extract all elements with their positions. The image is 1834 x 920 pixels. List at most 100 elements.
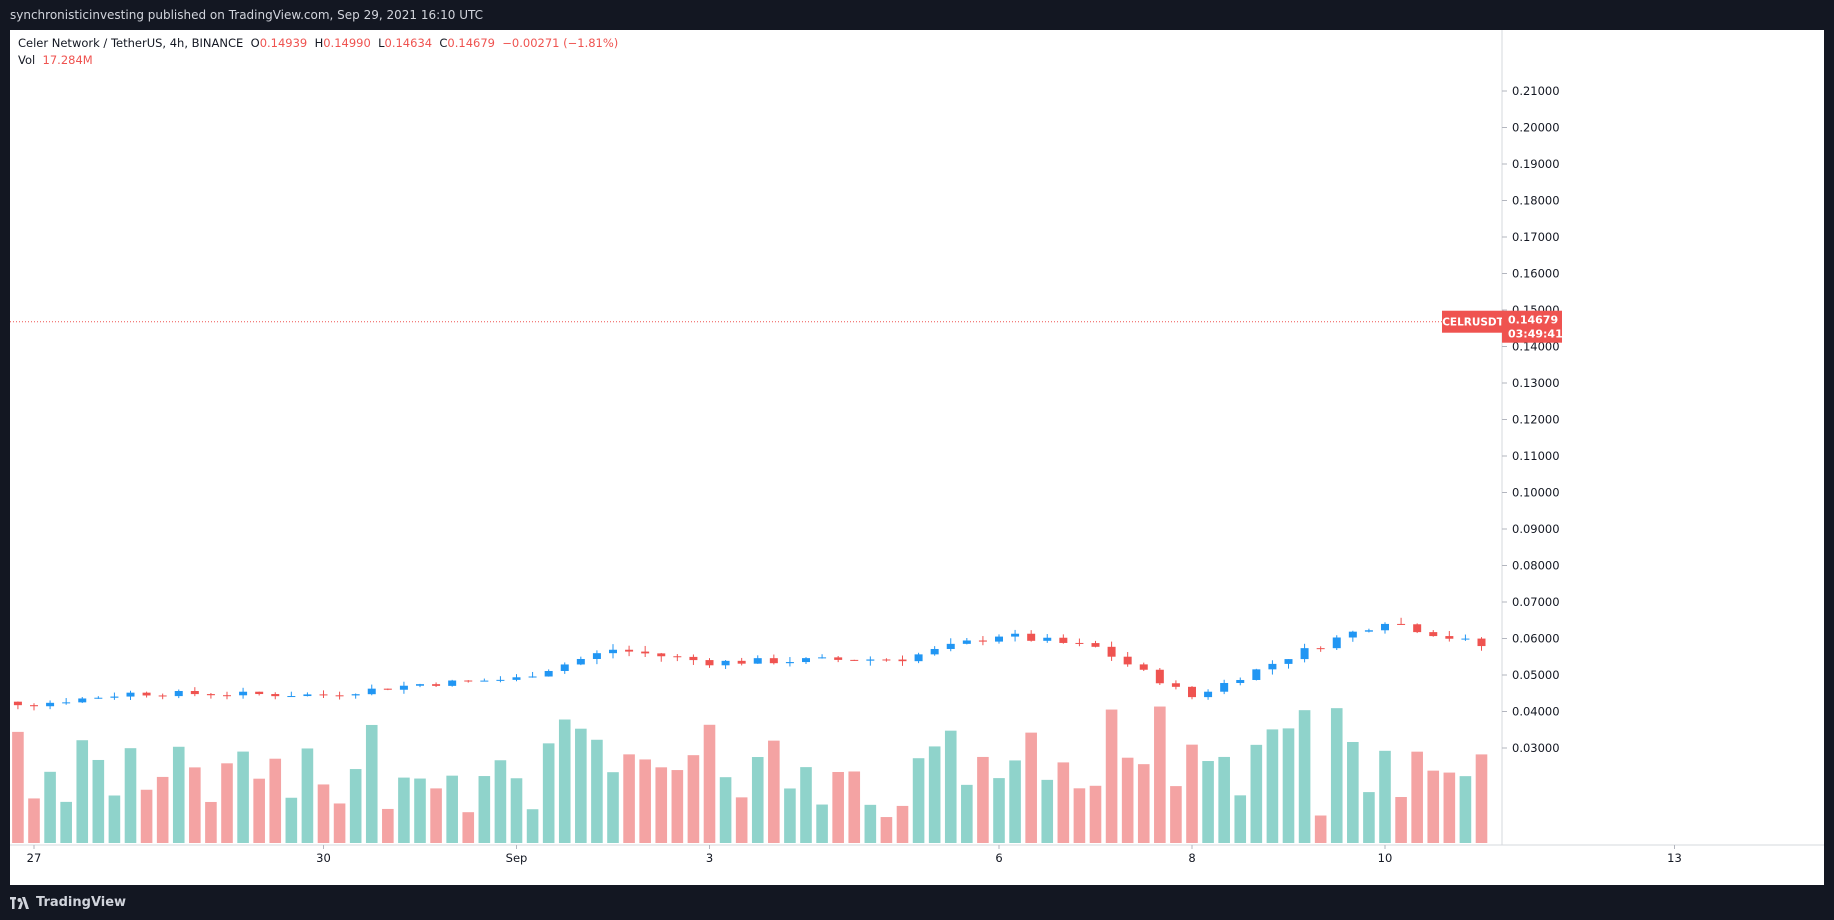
volume-bar-64 <box>961 784 973 843</box>
volume-bar-13 <box>140 789 153 843</box>
volume-bar-12 <box>124 748 137 843</box>
volume-bar-80 <box>1218 756 1230 843</box>
y-tick-label-9: 0.12000 <box>1512 413 1560 427</box>
volume-bar-21 <box>269 758 282 843</box>
candle-body-31 <box>432 684 441 686</box>
candle-body-86 <box>1316 648 1325 650</box>
candle-body-5 <box>13 701 22 706</box>
volume-bar-29 <box>398 777 410 843</box>
tradingview-logo[interactable]: TradingView <box>10 895 126 910</box>
volume-bar-95 <box>1459 776 1472 843</box>
candle-body-93 <box>1429 632 1438 637</box>
x-tick-label-0: 27 <box>27 851 42 865</box>
volume-bar-19 <box>237 751 249 843</box>
volume-bar-91 <box>1395 797 1407 843</box>
volume-bar-63 <box>944 730 957 843</box>
candle-body-30 <box>416 684 424 686</box>
candle-body-40 <box>576 658 585 665</box>
volume-bar-92 <box>1411 751 1423 843</box>
candle-body-27 <box>367 688 376 695</box>
candle-body-11 <box>110 696 119 698</box>
volume-bar-37 <box>526 809 539 843</box>
volume-bar-32 <box>446 775 458 843</box>
published-info-bar: synchronisticinvesting published on Trad… <box>0 0 1834 30</box>
candle-body-45 <box>657 653 666 657</box>
candle-body-54 <box>802 658 810 663</box>
y-tick-label-0: 0.03000 <box>1512 741 1560 755</box>
candle-body-66 <box>995 636 1003 642</box>
volume-bar-28 <box>382 808 394 843</box>
candle-body-17 <box>206 694 215 696</box>
volume-bar-30 <box>414 778 426 843</box>
candle-body-91 <box>1397 623 1406 625</box>
price-tag-countdown: 03:49:41 <box>1508 328 1563 341</box>
volume-bar-54 <box>800 767 812 843</box>
y-tick-label-4: 0.07000 <box>1512 595 1560 609</box>
candle-body-65 <box>978 640 987 642</box>
candle-body-39 <box>560 664 569 671</box>
volume-bar-67 <box>1009 760 1021 843</box>
volume-bar-50 <box>735 797 748 843</box>
candle-body-36 <box>512 677 521 680</box>
candle-body-34 <box>480 680 489 682</box>
volume-bar-60 <box>896 805 909 843</box>
candle-body-19 <box>239 691 248 696</box>
x-tick-label-1: 30 <box>316 851 331 865</box>
candle-body-64 <box>962 640 971 644</box>
close-value: 0.14679 <box>447 36 495 50</box>
y-tick-label-18: 0.21000 <box>1512 84 1560 98</box>
candle-body-24 <box>319 694 328 696</box>
volume-bar-79 <box>1202 761 1214 843</box>
volume-bar-15 <box>172 746 185 843</box>
open-label: O <box>250 36 260 50</box>
low-value: 0.14634 <box>384 36 433 50</box>
y-tick-label-10: 0.13000 <box>1512 376 1560 390</box>
volume-bar-24 <box>317 784 330 843</box>
candle-body-96 <box>1477 638 1486 647</box>
volume-bar-48 <box>703 724 716 843</box>
chart-panel[interactable]: 0.03000 0.04000 0.05000 0.06000 0.07000 0.080… <box>10 30 1824 885</box>
candle-body-71 <box>1075 642 1084 644</box>
candle-body-23 <box>303 694 312 697</box>
volume-bar-5 <box>12 731 24 843</box>
candle-body-79 <box>1204 691 1213 698</box>
volume-bar-36 <box>510 778 523 843</box>
candle-body-48 <box>705 660 714 666</box>
candle-body-58 <box>866 659 875 661</box>
x-tick-label-7: 13 <box>1667 851 1682 865</box>
volume-bar-33 <box>462 812 475 843</box>
volume-bar-8 <box>60 801 72 843</box>
volume-bar-85 <box>1298 710 1311 843</box>
candle-body-35 <box>496 679 505 681</box>
candle-body-60 <box>898 659 907 662</box>
volume-bar-83 <box>1266 729 1279 843</box>
candle-body-80 <box>1220 682 1229 692</box>
x-tick-label-4: 6 <box>995 851 1002 865</box>
y-tick-label-6: 0.09000 <box>1512 522 1560 536</box>
volume-bar-17 <box>205 801 217 843</box>
volume-value: 17.284M <box>42 53 93 67</box>
candle-body-69 <box>1043 637 1052 641</box>
candle-body-43 <box>625 649 634 652</box>
candle-body-74 <box>1123 656 1132 665</box>
volume-bar-43 <box>623 754 635 843</box>
candle-body-8 <box>62 702 71 704</box>
candle-body-10 <box>94 697 103 699</box>
volume-label: Vol <box>18 53 36 67</box>
volume-bar-81 <box>1234 795 1247 843</box>
candle-body-90 <box>1381 623 1389 631</box>
price-chart[interactable]: 0.03000 0.04000 0.05000 0.06000 0.07000 0.080… <box>10 30 1824 885</box>
y-tick-label-2: 0.05000 <box>1512 668 1560 682</box>
chart-legend: Celer Network / TetherUS, 4h, BINANCE O0… <box>18 36 618 50</box>
volume-bar-68 <box>1025 732 1037 843</box>
volume-bar-38 <box>542 743 555 843</box>
open-value: 0.14939 <box>259 36 308 50</box>
volume-bar-9 <box>76 740 89 843</box>
candle-body-49 <box>721 660 730 666</box>
x-tick-label-2: Sep <box>506 851 528 865</box>
candle-body-20 <box>255 691 264 695</box>
volume-bar-78 <box>1186 744 1198 843</box>
volume-bar-52 <box>768 740 780 843</box>
candle-body-92 <box>1413 624 1422 633</box>
volume-bar-47 <box>687 755 700 843</box>
